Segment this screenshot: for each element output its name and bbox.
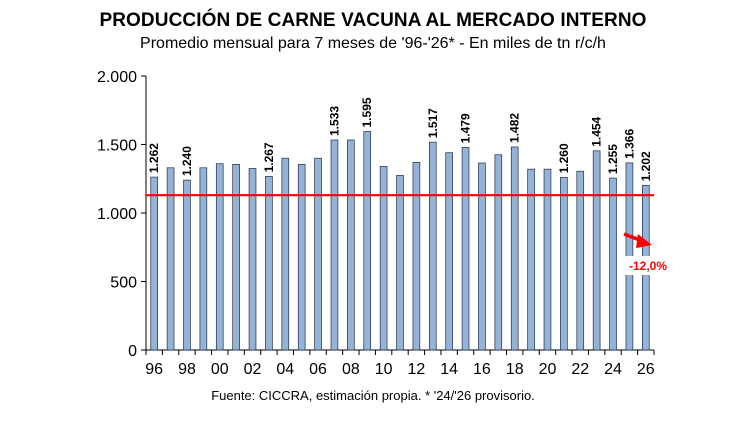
bar: [592, 150, 601, 351]
bar: [281, 157, 290, 351]
bar: [314, 157, 322, 351]
bar: [150, 176, 158, 351]
annotation-arrow-head: [636, 234, 652, 248]
chart-source-note: Fuente: CICCRA, estimación propia. * '24…: [211, 388, 535, 403]
bar: [396, 174, 404, 351]
x-tick-label: 24: [604, 361, 622, 378]
bar: [347, 139, 355, 351]
bar: [560, 177, 568, 351]
x-tick-label: 20: [539, 361, 557, 378]
bar: [494, 154, 503, 351]
x-tick-label: 18: [506, 361, 524, 378]
data-label: 1.595: [360, 97, 374, 127]
y-tick-label: 1.500: [97, 138, 137, 155]
data-label: 1.533: [327, 106, 341, 136]
data-label: 1.262: [147, 143, 161, 173]
bar: [379, 166, 388, 351]
data-label: 1.240: [180, 146, 194, 176]
bar: [445, 152, 453, 351]
bar: [527, 168, 535, 351]
data-label: 1.482: [508, 113, 522, 143]
data-label: 1.366: [622, 129, 636, 159]
bar: [363, 131, 372, 351]
annotation-label-background: [624, 256, 672, 275]
y-tick-label: 2.000: [97, 69, 137, 86]
x-tick-label: 22: [571, 361, 589, 378]
bar: [166, 167, 175, 351]
x-tick-label: 14: [440, 361, 458, 378]
bar: [428, 141, 437, 351]
x-tick-label: 00: [211, 361, 229, 378]
annotation-label: -12,0%: [629, 259, 667, 273]
data-label: 1.255: [606, 144, 620, 174]
bar: [543, 168, 552, 351]
data-label: 1.267: [262, 142, 276, 172]
y-tick-label: 500: [110, 275, 137, 292]
data-label: 1.517: [426, 108, 440, 138]
y-tick-label: 0: [128, 343, 137, 360]
bar: [330, 139, 339, 351]
bar: [183, 179, 191, 351]
x-tick-label: 08: [342, 361, 360, 378]
x-tick-label: 26: [637, 361, 655, 378]
x-tick-label: 04: [276, 361, 294, 378]
data-label: 1.202: [639, 151, 653, 181]
x-tick-label: 98: [178, 361, 196, 378]
chart-title: PRODUCCIÓN DE CARNE VACUNA AL MERCADO IN…: [99, 10, 647, 31]
bar: [576, 170, 585, 351]
bar: [412, 161, 421, 351]
x-tick-label: 06: [309, 361, 327, 378]
x-tick-label: 12: [407, 361, 425, 378]
x-tick-label: 96: [145, 361, 163, 378]
bar: [510, 146, 519, 351]
chart-subtitle: Promedio mensual para 7 meses de '96-'26…: [140, 35, 606, 52]
x-tick-label: 10: [375, 361, 393, 378]
bar: [265, 176, 273, 351]
bar: [609, 177, 617, 351]
bar: [199, 167, 208, 351]
y-tick-label: 1.000: [97, 206, 137, 223]
bar: [297, 164, 306, 351]
data-label: 1.260: [557, 143, 571, 173]
bar: [461, 147, 470, 351]
bar: [478, 162, 486, 351]
data-label: 1.479: [459, 113, 473, 143]
bar: [248, 168, 257, 351]
x-tick-label: 16: [473, 361, 491, 378]
bar: [232, 164, 240, 351]
data-label: 1.454: [590, 116, 604, 146]
x-tick-label: 02: [244, 361, 262, 378]
bar: [215, 163, 224, 351]
